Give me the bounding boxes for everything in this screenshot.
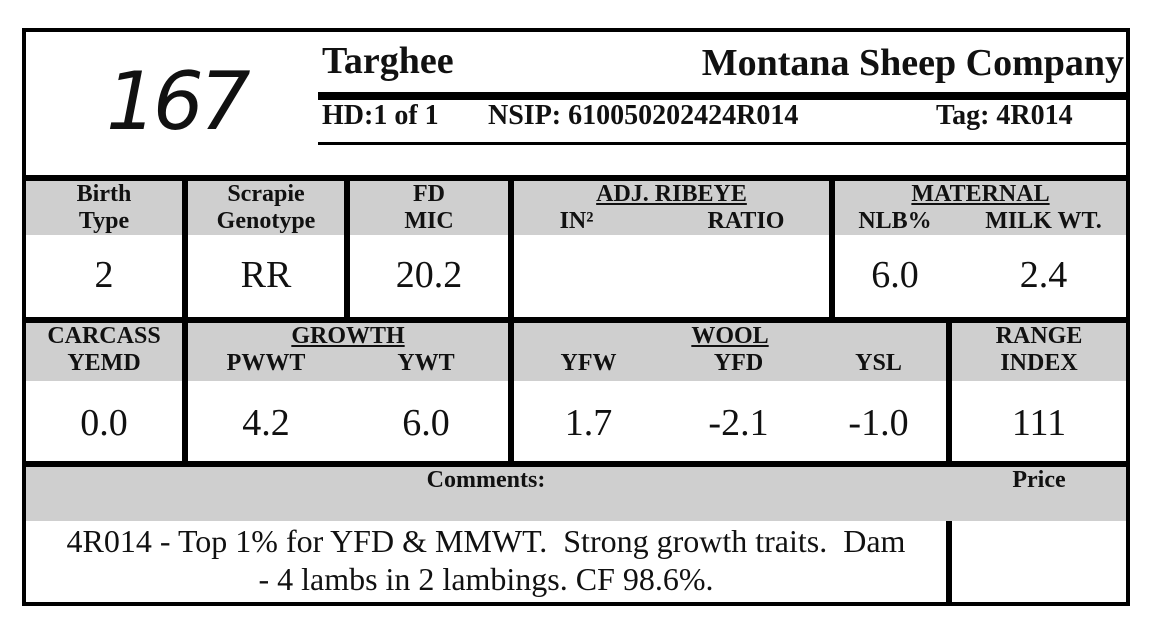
divider [182,181,188,317]
footer-header-band [26,467,1126,521]
fd-mic-value: 20.2 [395,254,463,296]
row2-header-band [26,323,1126,381]
ribeye-group-header: ADJ. RIBEYE [596,181,747,207]
divider [26,317,1126,323]
divider [26,175,1126,181]
growth-pwwt-header: PWWT [226,350,306,376]
wool-yfd-value: -2.1 [708,402,769,444]
header-rule-thick [318,92,1130,100]
growth-pwwt-value: 4.2 [242,402,290,444]
divider [182,323,188,461]
comments-text: 4R014 - Top 1% for YFD & MMWT. Strong gr… [66,523,906,597]
carcass-yemd-value: 0.0 [80,402,128,444]
birth-type-value: 2 [94,254,114,296]
row1-header-band [26,181,1126,235]
maternal-milk-header: MILK WT. [985,208,1102,234]
wool-group-header: WOOL [691,323,769,349]
scrapie-header: Scrapie Genotype [216,181,316,234]
ribeye-ratio-header: RATIO [707,208,785,234]
divider [344,181,350,317]
growth-ywt-value: 6.0 [402,402,450,444]
maternal-group-header: MATERNAL [911,181,1050,207]
divider [508,323,514,461]
maternal-nlb-header: NLB% [858,208,932,234]
wool-yfd-header: YFD [713,350,764,376]
growth-group-header: GROWTH [291,323,405,349]
divider [508,181,514,317]
lot-number: 167 [106,55,251,148]
birth-type-header: Birth Type [76,181,132,234]
header-rule-thin [318,142,1130,145]
divider [26,461,1126,467]
divider [946,323,952,606]
wool-ysl-value: -1.0 [848,402,909,444]
nsip-id: NSIP: 610050202424R014 [488,100,799,131]
wool-yfw-header: YFW [560,350,617,376]
growth-ywt-header: YWT [397,350,455,376]
maternal-nlb-value: 6.0 [871,254,919,296]
maternal-milk-value: 2.4 [1019,254,1068,296]
wool-ysl-header: YSL [855,350,902,376]
breed-name: Targhee [322,40,454,82]
fd-mic-header: FD MIC [404,181,454,234]
wool-yfw-value: 1.7 [564,402,613,444]
range-index-header: RANGE INDEX [995,323,1083,376]
divider [829,181,835,317]
range-index-value: 111 [1011,402,1067,444]
sale-card: 167 Targhee Montana Sheep Company HD:1 o… [22,28,1130,606]
tag-id: Tag: 4R014 [936,100,1073,131]
price-label: Price [1012,467,1066,493]
company-name: Montana Sheep Company [701,42,1124,84]
carcass-header: CARCASS YEMD [47,323,161,376]
comments-label: Comments: [426,467,546,493]
hd-info: HD:1 of 1 [322,100,439,131]
scrapie-value: RR [240,254,292,296]
ribeye-in2-header: IN² [559,208,594,234]
